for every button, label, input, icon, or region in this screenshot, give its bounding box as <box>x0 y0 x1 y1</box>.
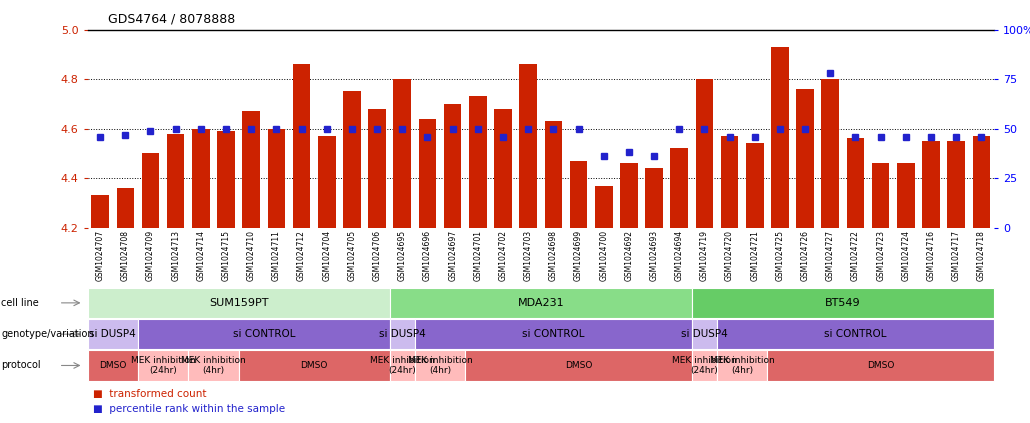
Bar <box>771 47 789 228</box>
Text: MEK inhibition
(4hr): MEK inhibition (4hr) <box>710 356 775 375</box>
Text: MEK inhibition
(4hr): MEK inhibition (4hr) <box>181 356 246 375</box>
Text: ■  percentile rank within the sample: ■ percentile rank within the sample <box>93 404 285 414</box>
Bar <box>948 141 965 228</box>
Bar <box>88 288 389 318</box>
Bar <box>466 350 692 381</box>
Bar <box>746 143 763 228</box>
Bar <box>418 119 437 228</box>
Bar <box>389 288 692 318</box>
Bar <box>389 319 415 349</box>
Bar <box>242 111 260 228</box>
Text: protocol: protocol <box>1 360 40 371</box>
Text: cell line: cell line <box>1 298 39 308</box>
Bar <box>721 136 739 228</box>
Bar <box>570 161 587 228</box>
Bar <box>92 195 109 228</box>
Text: si CONTROL: si CONTROL <box>824 329 887 339</box>
Bar <box>692 350 717 381</box>
Bar <box>343 91 360 228</box>
Bar <box>318 136 336 228</box>
Bar <box>595 186 613 228</box>
Bar <box>293 64 310 228</box>
Text: si CONTROL: si CONTROL <box>233 329 295 339</box>
Text: si CONTROL: si CONTROL <box>522 329 585 339</box>
Text: DMSO: DMSO <box>867 361 894 370</box>
Bar <box>369 109 386 228</box>
Text: ■  transformed count: ■ transformed count <box>93 389 206 399</box>
Text: SUM159PT: SUM159PT <box>209 298 269 308</box>
Bar <box>469 96 486 228</box>
Bar <box>692 288 994 318</box>
Bar <box>695 79 713 228</box>
Bar <box>871 163 890 228</box>
Bar <box>88 350 138 381</box>
Text: genotype/variation: genotype/variation <box>1 329 94 339</box>
Bar <box>767 350 994 381</box>
Bar <box>138 350 188 381</box>
Text: BT549: BT549 <box>825 298 861 308</box>
Bar <box>116 188 134 228</box>
Bar <box>717 350 767 381</box>
Text: MEK inhibition
(4hr): MEK inhibition (4hr) <box>408 356 473 375</box>
Bar <box>671 148 688 228</box>
Bar <box>88 319 138 349</box>
Bar <box>620 163 638 228</box>
Bar <box>897 163 915 228</box>
Bar <box>142 153 160 228</box>
Text: si DUSP4: si DUSP4 <box>681 329 728 339</box>
Text: DMSO: DMSO <box>564 361 592 370</box>
Bar <box>545 121 562 228</box>
Bar <box>444 104 461 228</box>
Bar <box>393 79 411 228</box>
Bar <box>645 168 663 228</box>
Bar <box>415 319 692 349</box>
Text: MEK inhibition
(24hr): MEK inhibition (24hr) <box>672 356 736 375</box>
Bar <box>138 319 389 349</box>
Text: MDA231: MDA231 <box>517 298 564 308</box>
Bar <box>494 109 512 228</box>
Text: si DUSP4: si DUSP4 <box>90 329 136 339</box>
Bar <box>796 89 814 228</box>
Bar <box>415 350 466 381</box>
Bar <box>519 64 537 228</box>
Bar <box>188 350 239 381</box>
Text: DMSO: DMSO <box>301 361 328 370</box>
Bar <box>972 136 990 228</box>
Text: GDS4764 / 8078888: GDS4764 / 8078888 <box>108 13 236 26</box>
Bar <box>847 138 864 228</box>
Bar <box>822 79 839 228</box>
Text: MEK inhibition
(24hr): MEK inhibition (24hr) <box>131 356 196 375</box>
Text: si DUSP4: si DUSP4 <box>379 329 425 339</box>
Bar <box>692 319 717 349</box>
Bar <box>717 319 994 349</box>
Bar <box>239 350 389 381</box>
Bar <box>217 131 235 228</box>
Text: DMSO: DMSO <box>99 361 127 370</box>
Bar <box>922 141 939 228</box>
Bar <box>167 134 184 228</box>
Bar <box>268 129 285 228</box>
Bar <box>389 350 415 381</box>
Text: MEK inhibition
(24hr): MEK inhibition (24hr) <box>370 356 435 375</box>
Bar <box>192 129 210 228</box>
